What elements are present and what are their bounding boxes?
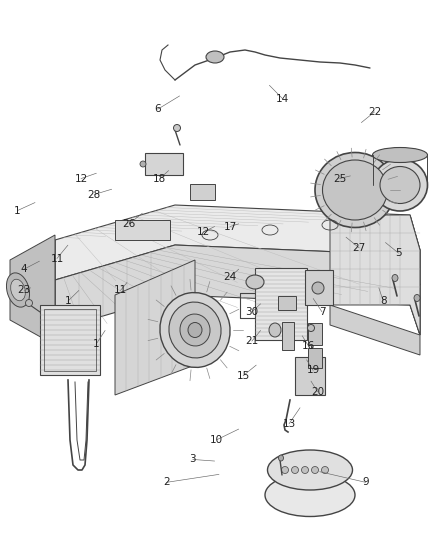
Ellipse shape	[372, 159, 427, 211]
Polygon shape	[15, 240, 55, 330]
Polygon shape	[330, 215, 420, 335]
Text: 16: 16	[302, 342, 315, 351]
Ellipse shape	[246, 275, 264, 289]
Text: 26: 26	[123, 219, 136, 229]
Text: 19: 19	[307, 366, 320, 375]
Ellipse shape	[180, 314, 210, 346]
Bar	[145, 153, 183, 175]
Text: 14: 14	[276, 94, 289, 103]
Ellipse shape	[169, 302, 221, 358]
Polygon shape	[10, 235, 55, 345]
Ellipse shape	[206, 51, 224, 63]
Polygon shape	[55, 205, 420, 285]
Text: 6: 6	[154, 104, 161, 114]
Ellipse shape	[11, 279, 25, 301]
Text: 11: 11	[114, 286, 127, 295]
Polygon shape	[55, 245, 420, 335]
Bar	[278, 296, 296, 310]
Ellipse shape	[7, 273, 29, 307]
Ellipse shape	[312, 282, 324, 294]
Text: 15: 15	[237, 371, 250, 381]
Text: 12: 12	[197, 227, 210, 237]
Bar	[282, 322, 294, 350]
Ellipse shape	[414, 295, 420, 302]
Ellipse shape	[140, 161, 146, 167]
Text: 4: 4	[21, 264, 28, 274]
Text: 25: 25	[333, 174, 346, 183]
Bar	[40, 305, 100, 375]
Text: 2: 2	[163, 478, 170, 487]
Bar	[115, 220, 170, 240]
Text: 22: 22	[368, 107, 381, 117]
Ellipse shape	[372, 148, 427, 163]
Text: 23: 23	[18, 286, 31, 295]
Ellipse shape	[268, 450, 353, 490]
Text: 1: 1	[64, 296, 71, 306]
Bar	[255, 268, 307, 340]
Polygon shape	[410, 215, 420, 335]
Ellipse shape	[301, 466, 308, 473]
Text: 8: 8	[380, 296, 387, 306]
Text: 1: 1	[14, 206, 21, 215]
Text: 5: 5	[395, 248, 402, 258]
Ellipse shape	[392, 274, 398, 281]
Ellipse shape	[279, 455, 283, 461]
Text: 28: 28	[88, 190, 101, 199]
Ellipse shape	[321, 466, 328, 473]
Polygon shape	[330, 305, 420, 355]
Text: 11: 11	[50, 254, 64, 263]
Ellipse shape	[292, 466, 299, 473]
Bar	[308, 348, 322, 368]
Text: 7: 7	[318, 307, 325, 317]
Ellipse shape	[265, 473, 355, 516]
Text: 3: 3	[189, 455, 196, 464]
Text: 10: 10	[210, 435, 223, 445]
Polygon shape	[115, 260, 195, 395]
Ellipse shape	[315, 152, 395, 228]
Ellipse shape	[160, 293, 230, 367]
Text: 13: 13	[283, 419, 296, 429]
Text: 30: 30	[245, 307, 258, 317]
Text: 21: 21	[245, 336, 258, 346]
Ellipse shape	[307, 325, 314, 332]
Ellipse shape	[311, 466, 318, 473]
Ellipse shape	[282, 466, 289, 473]
Ellipse shape	[380, 166, 420, 204]
Ellipse shape	[25, 300, 32, 306]
Ellipse shape	[173, 125, 180, 132]
Ellipse shape	[269, 323, 281, 337]
Text: 12: 12	[74, 174, 88, 183]
Text: 1: 1	[93, 339, 100, 349]
Text: 20: 20	[311, 387, 324, 397]
Text: 17: 17	[223, 222, 237, 231]
Ellipse shape	[322, 160, 388, 220]
Text: 27: 27	[353, 243, 366, 253]
Bar	[308, 323, 322, 345]
Text: 9: 9	[362, 478, 369, 487]
Bar	[305, 270, 333, 305]
Bar	[190, 184, 215, 200]
Text: 18: 18	[153, 174, 166, 183]
Bar	[44, 309, 96, 371]
Bar	[295, 357, 325, 395]
Text: 24: 24	[223, 272, 237, 282]
Ellipse shape	[188, 322, 202, 337]
